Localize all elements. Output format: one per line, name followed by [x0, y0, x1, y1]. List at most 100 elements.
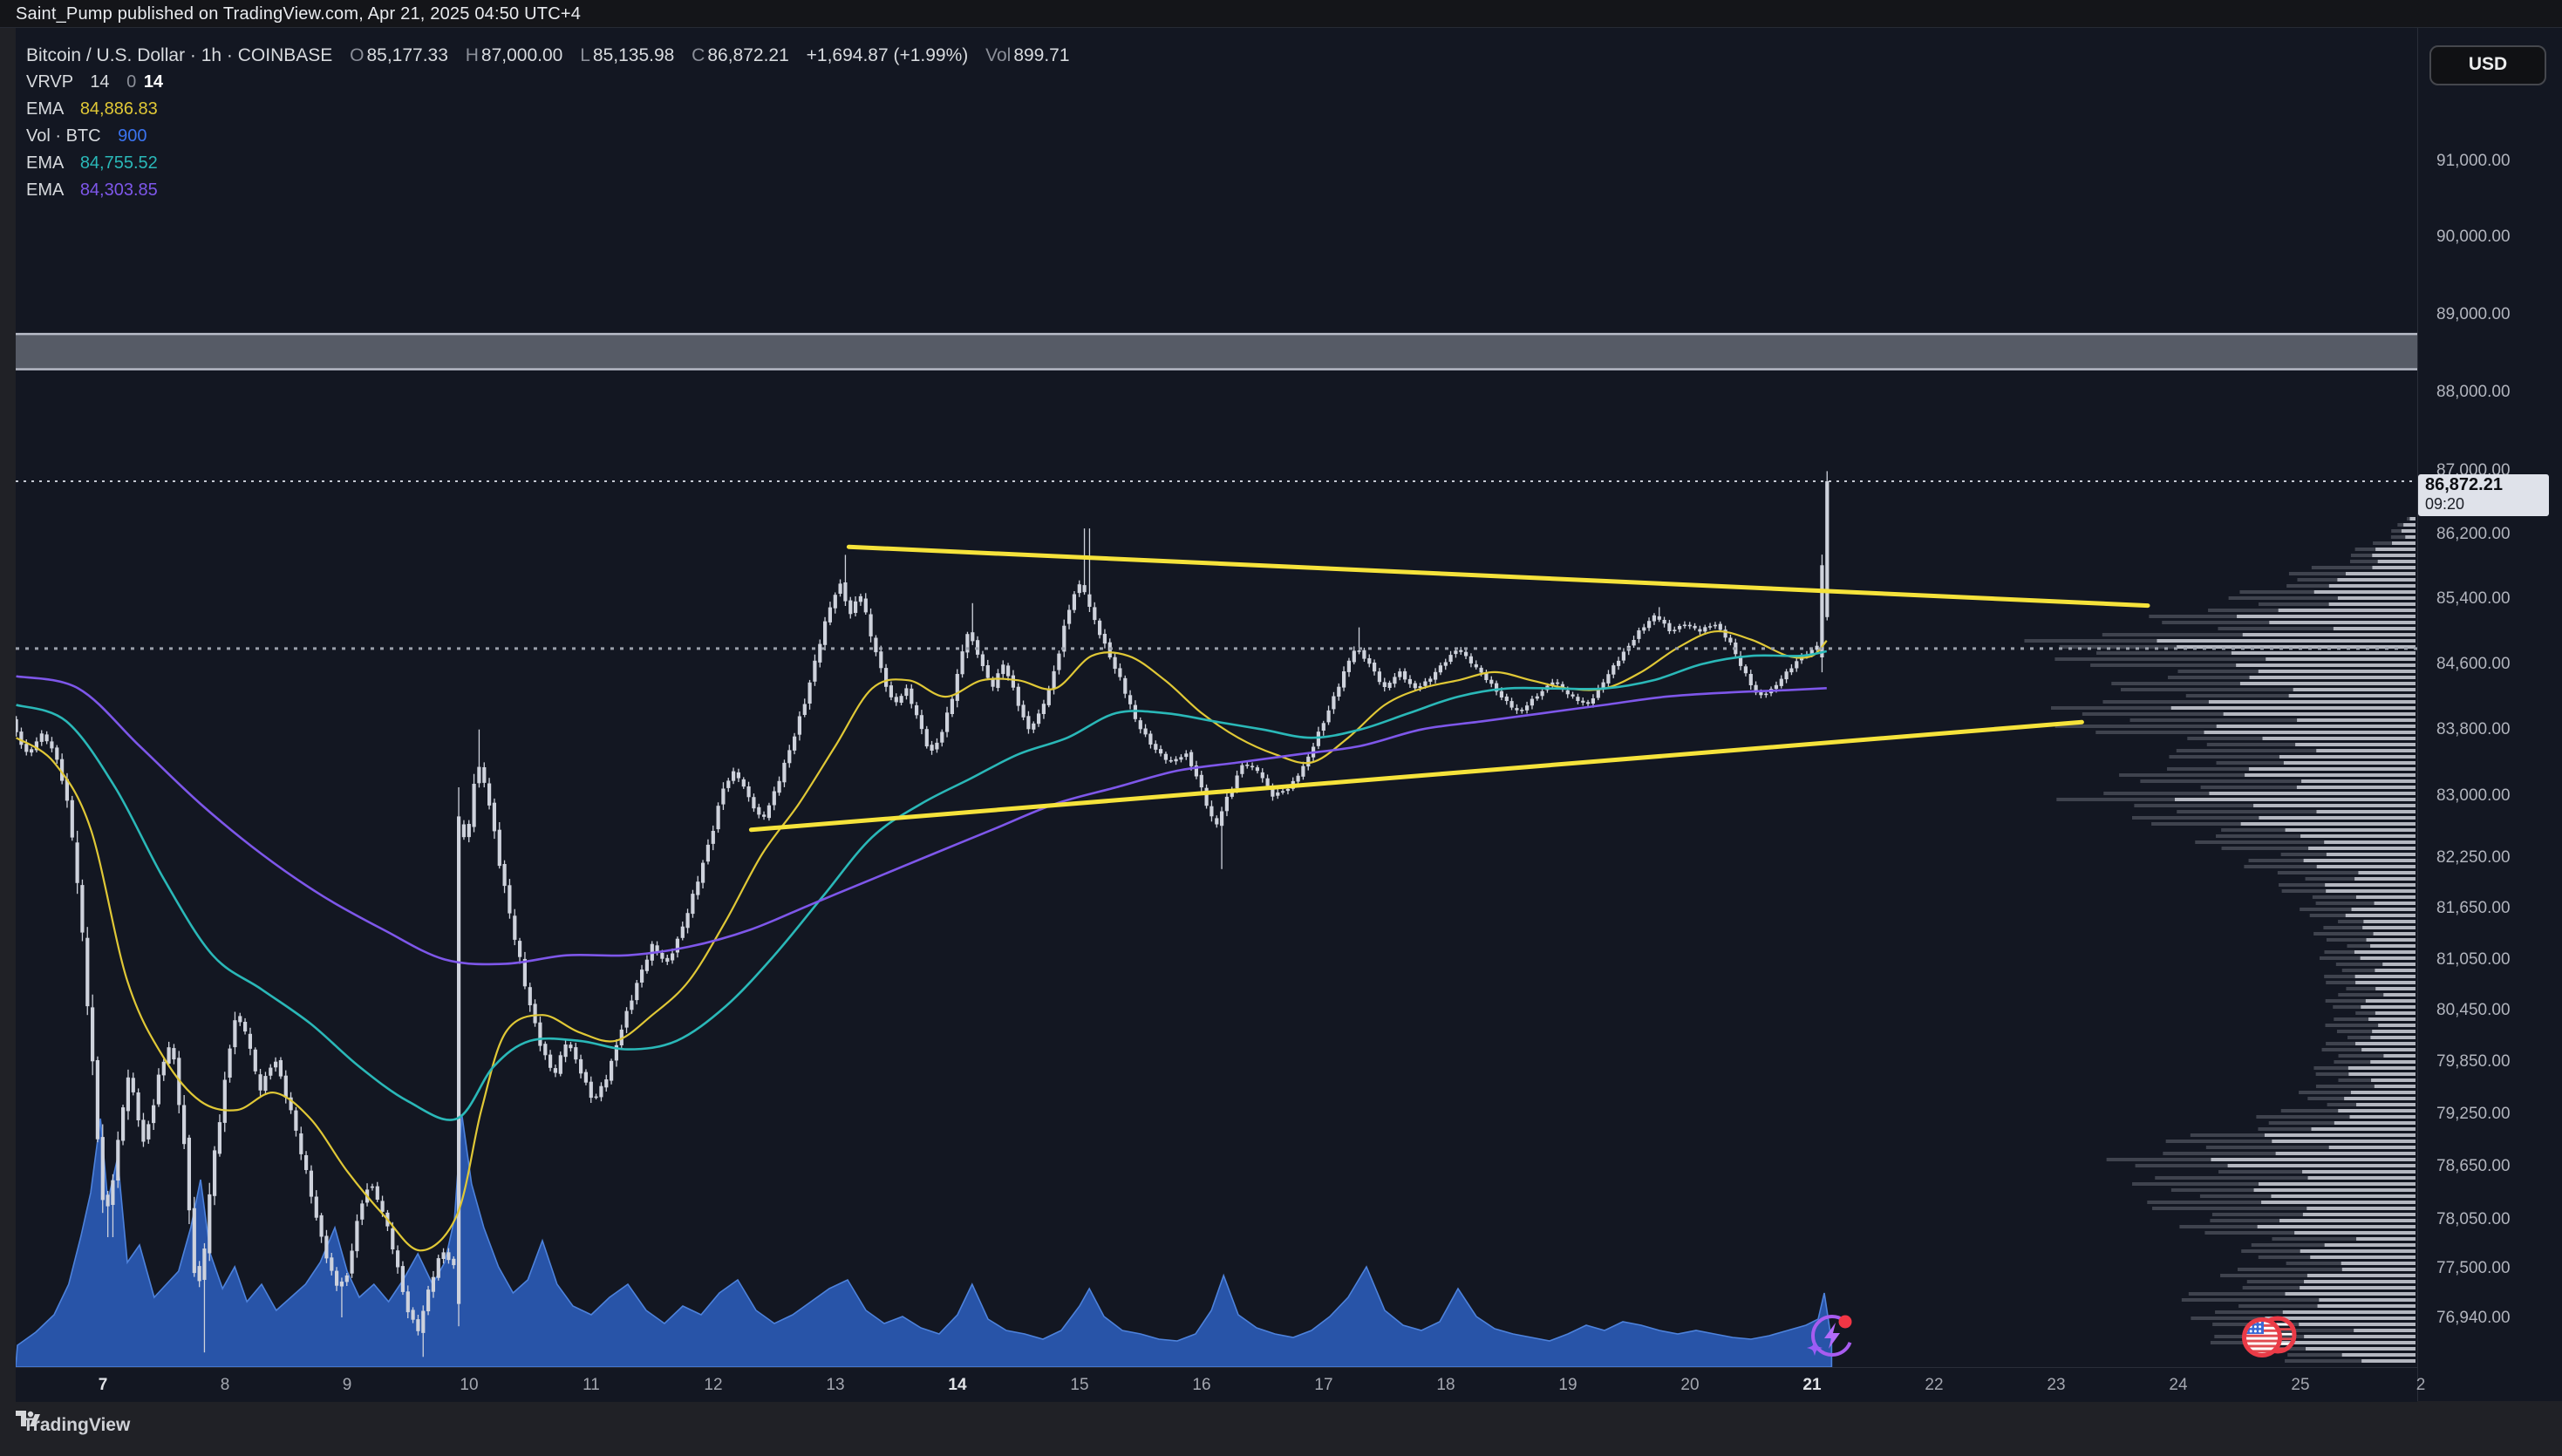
- ema2-legend-row[interactable]: EMA 84,755.52: [26, 150, 1070, 177]
- price-tick-label: 85,400.00: [2436, 589, 2511, 608]
- price-tick-label: 91,000.00: [2436, 152, 2511, 170]
- time-tick-label: 23: [2047, 1376, 2066, 1394]
- volbtc-legend-row[interactable]: Vol · BTC 900: [26, 123, 1070, 150]
- time-tick-label: 10: [460, 1376, 479, 1394]
- high-label: H: [465, 45, 479, 65]
- tradingview-logo[interactable]: TradingView: [16, 1411, 130, 1440]
- tradingview-logo-text: TradingView: [23, 1415, 131, 1435]
- price-tick-label: 78,650.00: [2436, 1157, 2511, 1175]
- currency-toggle-button[interactable]: USD: [2429, 45, 2546, 85]
- vrvp-row: [2177, 810, 2416, 813]
- vrvp-row: [2205, 1146, 2416, 1149]
- current-price-label: 86,872.21 09:20: [2418, 474, 2549, 516]
- time-tick-label: 18: [1436, 1376, 1455, 1394]
- ema3-title[interactable]: EMA: [26, 180, 64, 200]
- time-tick-label: 22: [1925, 1376, 1944, 1394]
- volume-value: 899.71: [1013, 45, 1070, 65]
- time-tick-label: 17: [1314, 1376, 1333, 1394]
- chart-pane[interactable]: [16, 28, 2417, 1367]
- wedge-upper-trendline: [846, 544, 2150, 609]
- vrvp-row: [2266, 1329, 2416, 1332]
- volbtc-title[interactable]: Vol · BTC: [26, 126, 101, 146]
- vrvp-row: [2181, 1298, 2416, 1302]
- price-tick-label: 77,500.00: [2436, 1259, 2511, 1277]
- time-tick-label: 7: [98, 1376, 108, 1394]
- vrvp-row: [2129, 718, 2416, 722]
- vrvp-row: [2335, 963, 2416, 966]
- ema2-title[interactable]: EMA: [26, 153, 64, 173]
- vrvp-row: [2313, 932, 2416, 936]
- price-tick-label: 86,200.00: [2436, 525, 2511, 543]
- time-tick-label: 2: [2416, 1376, 2426, 1394]
- vrvp-row: [2325, 1024, 2416, 1027]
- ema3-value: 84,303.85: [79, 180, 158, 200]
- supply-zone: [16, 334, 2417, 369]
- change-value: +1,694.87 (+1.99%): [806, 45, 969, 65]
- vrvp-row: [2256, 1115, 2416, 1119]
- time-tick-label: 11: [583, 1376, 600, 1394]
- price-tick-label: 80,450.00: [2436, 1001, 2511, 1019]
- ema1-value: 84,886.83: [79, 99, 158, 119]
- vrvp-row: [2228, 596, 2416, 600]
- symbol-title[interactable]: Bitcoin / U.S. Dollar · 1h · COINBASE: [26, 45, 333, 65]
- time-tick-label: 12: [704, 1376, 723, 1394]
- volume-label: Vol: [985, 45, 1012, 65]
- time-tick-label: 14: [948, 1376, 967, 1394]
- price-tick-label: 83,000.00: [2436, 786, 2511, 805]
- time-tick-label: 24: [2169, 1376, 2188, 1394]
- volbtc-value: 900: [118, 126, 147, 146]
- publish-header-text: Saint_Pump published on TradingView.com,…: [16, 4, 582, 24]
- vrvp-row: [2338, 993, 2416, 997]
- vrvp-title[interactable]: VRVP: [26, 72, 73, 92]
- vrvp-row: [2195, 840, 2416, 844]
- ema1-title[interactable]: EMA: [26, 99, 64, 119]
- price-tick-label: 79,850.00: [2436, 1052, 2511, 1071]
- vrvp-row: [2315, 1085, 2416, 1088]
- price-tick-label: 89,000.00: [2436, 305, 2511, 323]
- bar-countdown: 09:20: [2425, 495, 2465, 513]
- time-tick-label: 13: [826, 1376, 845, 1394]
- ema3-legend-row[interactable]: EMA 84,303.85: [26, 177, 1070, 204]
- price-tick-label: 84,600.00: [2436, 655, 2511, 673]
- current-price-value: 86,872.21: [2425, 475, 2503, 494]
- time-tick-label: 9: [342, 1376, 352, 1394]
- tradingview-logo-icon: [16, 1411, 40, 1426]
- vrvp-row: [2277, 871, 2416, 874]
- price-tick-label: 88,000.00: [2436, 383, 2511, 401]
- price-axis[interactable]: [2417, 28, 2562, 1401]
- time-axis[interactable]: [16, 1367, 2417, 1402]
- footer-area: [0, 1402, 2562, 1456]
- vrvp-row: [2311, 566, 2416, 569]
- time-tick-label: 20: [1680, 1376, 1700, 1394]
- price-tick-label: 83,800.00: [2436, 720, 2511, 738]
- vrvp-row: [2315, 901, 2416, 905]
- time-tick-label: 15: [1070, 1376, 1089, 1394]
- vrvp-row: [2054, 657, 2416, 661]
- price-tick-label: 78,050.00: [2436, 1210, 2511, 1228]
- vrvp-param-2: 14: [143, 72, 164, 92]
- price-tick-label: 90,000.00: [2436, 228, 2511, 246]
- vrvp-param-1: 14: [90, 72, 110, 92]
- vrvp-row: [2155, 1176, 2416, 1180]
- ema-line: [16, 629, 1828, 1252]
- vrvp-row: [2152, 1207, 2416, 1210]
- price-tick-label: 81,050.00: [2436, 950, 2511, 969]
- us-flag-sticker: [2242, 1316, 2297, 1357]
- vrvp-legend-row[interactable]: VRVP 14 0 14: [26, 69, 1070, 96]
- vrvp-row: [2218, 627, 2416, 630]
- vrvp-row: [2140, 779, 2416, 783]
- vrvp-row: [2120, 688, 2416, 691]
- vrvp-row: [2237, 1268, 2416, 1271]
- wedge-lower-trendline: [748, 719, 2084, 833]
- ema2-value: 84,755.52: [79, 153, 158, 173]
- low-label: L: [580, 45, 590, 65]
- vrvp-row: [2390, 535, 2416, 539]
- price-tick-label: 82,250.00: [2436, 848, 2511, 867]
- vrvp-row: [2285, 1359, 2416, 1363]
- publish-header: Saint_Pump published on TradingView.com,…: [0, 0, 2562, 28]
- time-tick-label: 25: [2291, 1376, 2310, 1394]
- ema1-legend-row[interactable]: EMA 84,886.83: [26, 96, 1070, 123]
